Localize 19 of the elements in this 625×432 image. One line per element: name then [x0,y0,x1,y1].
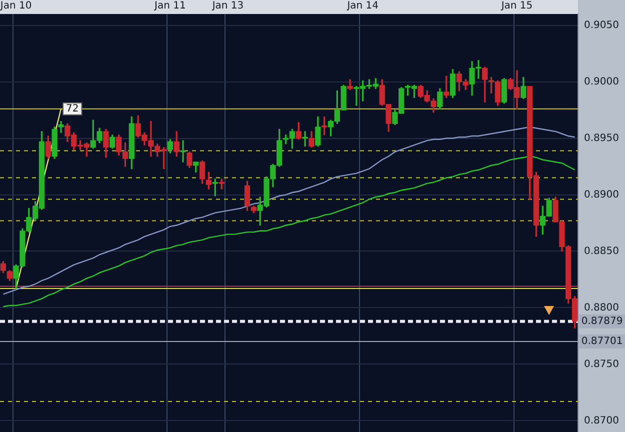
y-tick-label: 0.8900 [584,189,619,200]
x-tick-label: Jan 11 [154,0,186,12]
y-tick-label: 0.8800 [584,302,619,314]
x-tick-label: Jan 10 [0,0,32,12]
y-tick-label: 0.8850 [584,246,619,257]
x-tick-label: Jan 13 [211,0,244,12]
y-tick-label: 0.9050 [584,20,619,31]
y-tick-label: 0.8700 [584,415,619,426]
x-tick-label: Jan 15 [500,0,533,12]
y-tick-label: 0.9000 [584,76,619,88]
ref-line-label: 0.87879 [581,316,623,327]
ref-line-label: 0.87701 [581,336,623,348]
x-tick-label: Jan 14 [346,0,379,12]
candlestick [58,120,64,133]
y-tick-label: 0.8750 [584,358,619,370]
candlestick [180,140,186,162]
candlestick [218,178,224,190]
y-tick-label: 0.8950 [584,132,619,144]
annotation: 72 [66,103,79,114]
